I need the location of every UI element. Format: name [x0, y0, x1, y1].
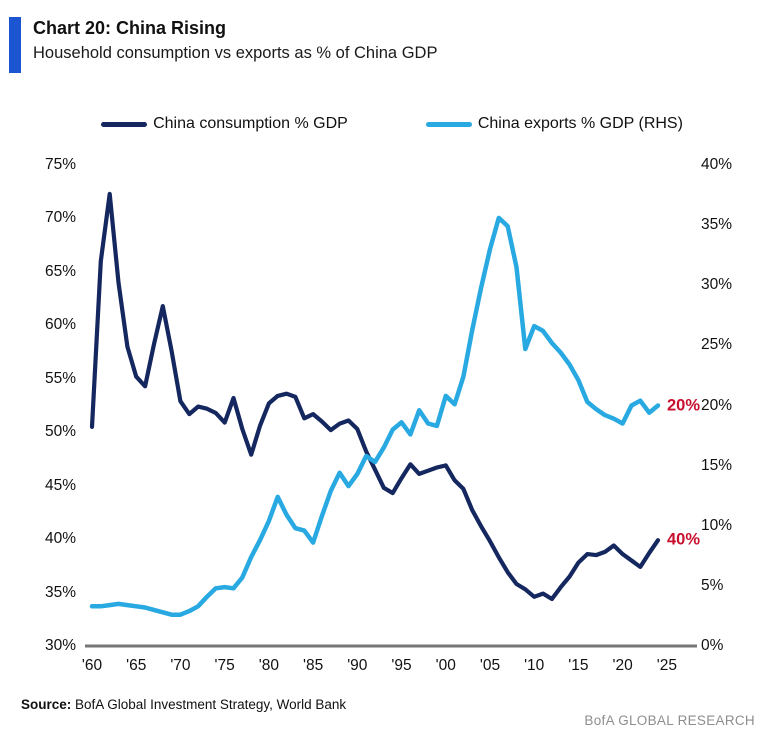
left-axis-tick-label: 60% [44, 316, 76, 334]
right-axis-tick-label: 35% [701, 216, 733, 234]
x-axis-tick-label: '70 [170, 657, 191, 674]
x-axis-tick-label: '65 [126, 657, 147, 674]
consumption-line-swatch-icon [101, 121, 148, 127]
left-axis-tick-label: 40% [44, 530, 76, 548]
x-axis-tick-label: '10 [524, 657, 545, 674]
x-axis-tick-label: '20 [612, 657, 633, 674]
right-axis-tick-label: 30% [701, 276, 733, 294]
legend-label-consumption: China consumption % GDP [153, 115, 348, 132]
right-axis-tick-label: 5% [701, 576, 724, 594]
left-axis-tick-label: 35% [44, 583, 76, 601]
exports-end-value-label: 20% [667, 396, 701, 414]
consumption-line [89, 191, 661, 602]
source-text: BofA Global Investment Strategy, World B… [71, 697, 347, 712]
x-axis-tick-label: '75 [214, 657, 235, 674]
x-axis-tick-label: '95 [391, 657, 412, 674]
right-axis-tick-label: 15% [701, 456, 733, 474]
left-axis-tick-label: 70% [44, 209, 76, 227]
x-axis-tick-label: '25 [656, 657, 677, 674]
exports-line-swatch-icon [425, 121, 472, 127]
exports-line [89, 215, 661, 617]
source-label: Source: [21, 697, 72, 712]
left-axis-tick-label: 65% [44, 262, 76, 280]
x-axis-tick-label: '15 [568, 657, 589, 674]
left-axis-tick-label: 45% [44, 476, 76, 494]
legend-item-exports: China exports % GDP (RHS) [425, 115, 683, 133]
left-axis-tick-label: 55% [44, 369, 76, 387]
x-axis-tick-label: '00 [435, 657, 456, 674]
right-axis-tick-label: 10% [701, 516, 733, 534]
x-axis-tick-label: '90 [347, 657, 368, 674]
left-axis-tick-label: 50% [44, 423, 76, 441]
source-note: Source: BofA Global Investment Strategy,… [21, 697, 346, 712]
right-axis-tick-label: 25% [701, 336, 733, 354]
chart-title: Chart 20: China Rising [33, 18, 227, 38]
left-axis-tick-label: 30% [44, 637, 76, 654]
x-axis-tick-label: '60 [81, 657, 103, 674]
x-axis-tick-label: '05 [479, 657, 501, 674]
chart-subtitle: Household consumption vs exports as % of… [33, 44, 438, 62]
legend-item-consumption: China consumption % GDP [101, 115, 348, 133]
brand-mark: BofA GLOBAL RESEARCH [584, 713, 755, 728]
right-axis-tick-label: 0% [701, 637, 724, 654]
title-accent-bar [9, 17, 21, 73]
x-axis-tick-label: '85 [302, 657, 324, 674]
legend: China consumption % GDP China exports % … [0, 115, 784, 133]
right-axis-tick-label: 40% [701, 156, 733, 173]
x-axis-tick-label: '80 [258, 657, 279, 674]
right-axis-tick-label: 20% [701, 396, 733, 414]
left-axis-tick-label: 75% [44, 156, 76, 173]
consumption-end-value-label: 40% [667, 530, 701, 549]
legend-label-exports: China exports % GDP (RHS) [477, 115, 683, 132]
